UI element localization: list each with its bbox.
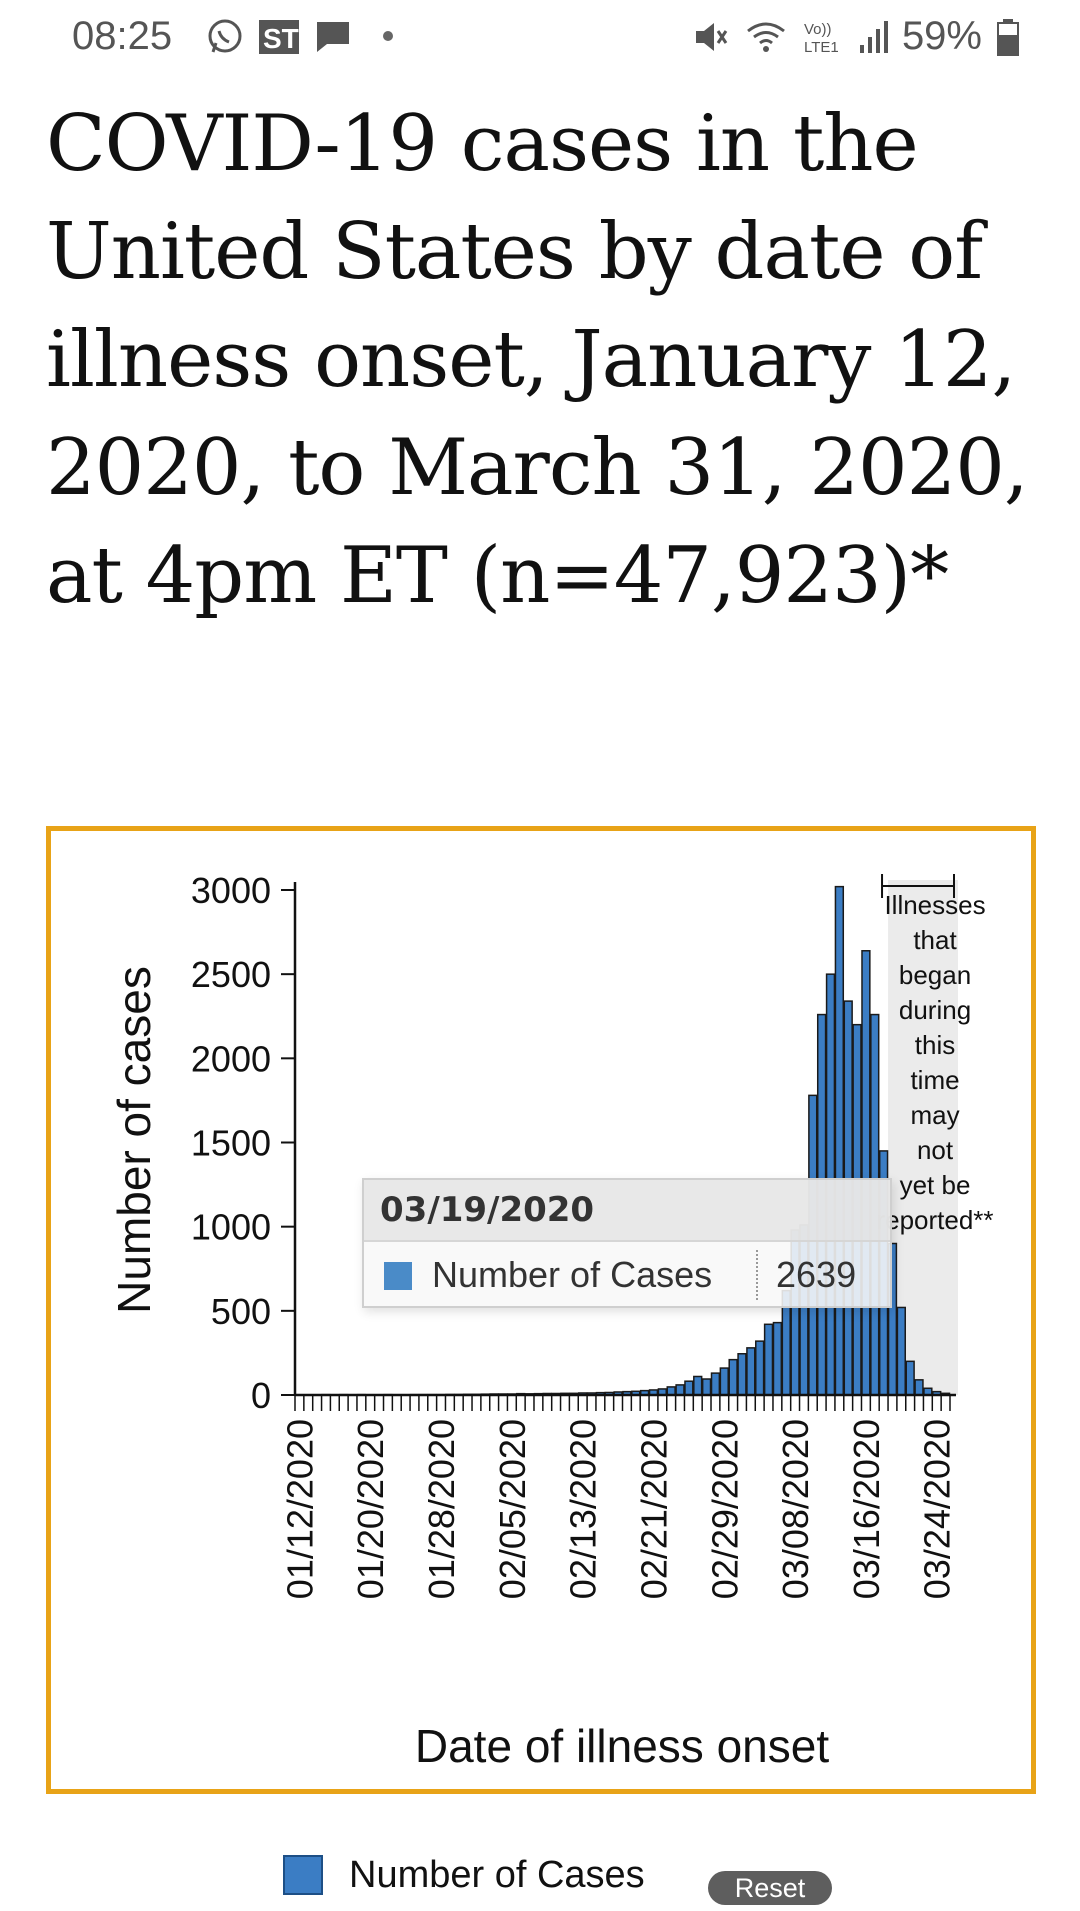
bar[interactable]	[834, 885, 845, 1396]
bar[interactable]	[746, 1347, 756, 1396]
status-notification-icons: ST	[205, 16, 393, 56]
bar[interactable]	[772, 1321, 783, 1396]
x-tick-label: 01/20/2020	[350, 1419, 391, 1599]
bar[interactable]	[737, 1353, 747, 1396]
signal-icon	[859, 20, 888, 53]
y-tick-label: 2500	[191, 954, 271, 995]
status-system-icons: Vo)) LTE1 59%	[690, 14, 1020, 59]
x-tick-label: 03/16/2020	[846, 1419, 887, 1599]
unreported-bracket	[881, 874, 955, 898]
battery-percent: 59%	[901, 14, 982, 58]
x-tick-label: 02/13/2020	[563, 1419, 604, 1599]
unreported-annotation: Illnesses that began during this time may not ye…	[876, 890, 993, 1235]
bar[interactable]	[719, 1367, 729, 1396]
legend-swatch[interactable]	[283, 1855, 323, 1895]
x-tick-label: 02/05/2020	[492, 1419, 533, 1599]
wifi-icon	[747, 22, 785, 52]
x-tick-label: 02/21/2020	[633, 1419, 674, 1599]
svg-text:ST: ST	[263, 23, 299, 54]
bar[interactable]	[675, 1384, 685, 1396]
status-bar: 08:25 ST Vo)) LTE1	[0, 0, 1080, 80]
bar[interactable]	[763, 1323, 774, 1396]
x-tick-label: 02/29/2020	[704, 1419, 745, 1599]
bar[interactable]	[684, 1380, 694, 1396]
bar-group	[294, 885, 951, 1396]
tooltip-swatch	[384, 1262, 412, 1290]
y-tick-label: 500	[211, 1291, 271, 1332]
y-tick-label: 2000	[191, 1038, 271, 1079]
x-tick-label: 03/24/2020	[917, 1419, 958, 1599]
x-tick-label: 01/28/2020	[421, 1419, 462, 1599]
bar[interactable]	[701, 1378, 712, 1396]
y-tick-label: 1000	[191, 1207, 271, 1248]
y-axis-label: Number of cases	[108, 966, 160, 1314]
legend-label[interactable]: Number of Cases	[349, 1853, 645, 1896]
page-title: COVID-19 cases in the United States by d…	[46, 99, 1029, 621]
bar[interactable]	[905, 1360, 915, 1396]
more-notifications-icon	[383, 31, 393, 41]
bar[interactable]	[728, 1358, 738, 1396]
chart-legend[interactable]: Number of Cases	[283, 1850, 645, 1900]
tooltip-series-label: Number of Cases	[432, 1254, 713, 1295]
whatsapp-icon	[208, 19, 242, 53]
status-time: 08:25	[72, 14, 173, 58]
x-axis-label: Date of illness onset	[415, 1720, 829, 1772]
bar[interactable]	[693, 1375, 703, 1396]
x-tick-label: 03/08/2020	[775, 1419, 816, 1599]
x-axis: 01/12/2020 01/20/2020 01/28/2020 02/05/2020…	[279, 1393, 958, 1599]
tooltip-row: Number of Cases 2639	[364, 1242, 890, 1308]
bar[interactable]	[710, 1372, 721, 1396]
bar[interactable]	[896, 1306, 906, 1396]
y-axis: 0 500 1000 1500 2000 2500 3000	[191, 870, 297, 1416]
chart-frame	[46, 826, 1036, 1794]
reset-button[interactable]: Reset	[708, 1871, 832, 1905]
tooltip-value: 2639	[776, 1254, 857, 1295]
y-tick-label: 3000	[191, 870, 271, 911]
bar[interactable]	[914, 1379, 924, 1396]
battery-icon	[997, 18, 1019, 56]
y-tick-label: 1500	[191, 1123, 271, 1164]
mute-icon	[695, 22, 728, 51]
chart-tooltip: 03/19/2020 Number of Cases 2639	[362, 1178, 892, 1308]
y-tick-label: 0	[251, 1375, 271, 1416]
bar[interactable]	[755, 1340, 765, 1396]
tooltip-date: 03/19/2020	[364, 1180, 890, 1242]
svg-text:LTE1: LTE1	[804, 39, 839, 56]
tooltip-separator	[756, 1250, 758, 1300]
x-tick-label: 01/12/2020	[279, 1419, 320, 1599]
message-icon	[317, 22, 349, 52]
app-icon: ST	[259, 20, 299, 54]
svg-text:Vo)): Vo))	[804, 21, 832, 38]
bar[interactable]	[861, 950, 871, 1396]
volte-icon: Vo)) LTE1	[804, 21, 839, 56]
